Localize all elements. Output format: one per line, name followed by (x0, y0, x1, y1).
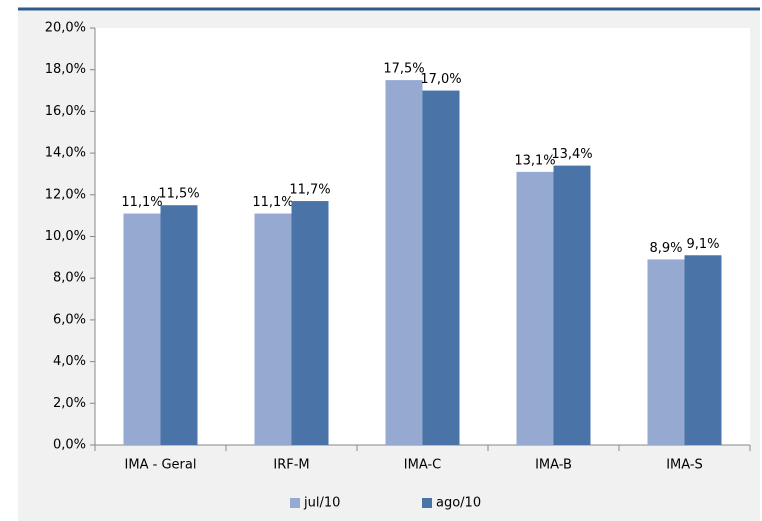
value-label: 11,7% (289, 183, 330, 198)
bar (385, 80, 423, 445)
value-label: 17,5% (383, 62, 424, 77)
y-tick-label: 12,0% (45, 187, 86, 202)
y-tick-label: 10,0% (45, 229, 86, 244)
y-tick-label: 8,0% (53, 271, 86, 286)
y-tick-label: 0,0% (53, 438, 86, 453)
value-label: 13,1% (514, 153, 555, 168)
bar (254, 213, 292, 445)
value-label: 11,1% (252, 195, 293, 210)
y-tick-label: 16,0% (45, 104, 86, 119)
x-tick-label: IRF-M (273, 458, 309, 473)
y-tick-label: 14,0% (45, 146, 86, 161)
x-tick-label: IMA - Geral (125, 458, 197, 473)
x-tick-label: IMA-S (666, 458, 703, 473)
value-label: 13,4% (551, 147, 592, 162)
value-label: 17,0% (420, 72, 461, 87)
bar (123, 213, 161, 445)
y-tick-label: 4,0% (53, 354, 86, 369)
bar (516, 171, 554, 446)
legend-swatch (422, 498, 432, 508)
bar (647, 259, 685, 445)
bar (422, 90, 460, 446)
value-label: 9,1% (686, 237, 719, 252)
y-tick-label: 20,0% (45, 21, 86, 36)
bar (553, 165, 591, 446)
y-tick-label: 2,0% (53, 396, 86, 411)
legend-label: ago/10 (436, 496, 481, 511)
y-tick-label: 6,0% (53, 312, 86, 327)
value-label: 11,5% (158, 187, 199, 202)
bar (160, 205, 198, 445)
legend-swatch (290, 498, 300, 508)
value-label: 11,1% (121, 195, 162, 210)
legend-label: jul/10 (303, 496, 340, 511)
value-label: 8,9% (649, 241, 682, 256)
x-tick-label: IMA-C (404, 458, 441, 473)
y-tick-label: 18,0% (45, 62, 86, 77)
bar (291, 201, 329, 445)
bar (684, 255, 722, 445)
x-tick-label: IMA-B (535, 458, 572, 473)
